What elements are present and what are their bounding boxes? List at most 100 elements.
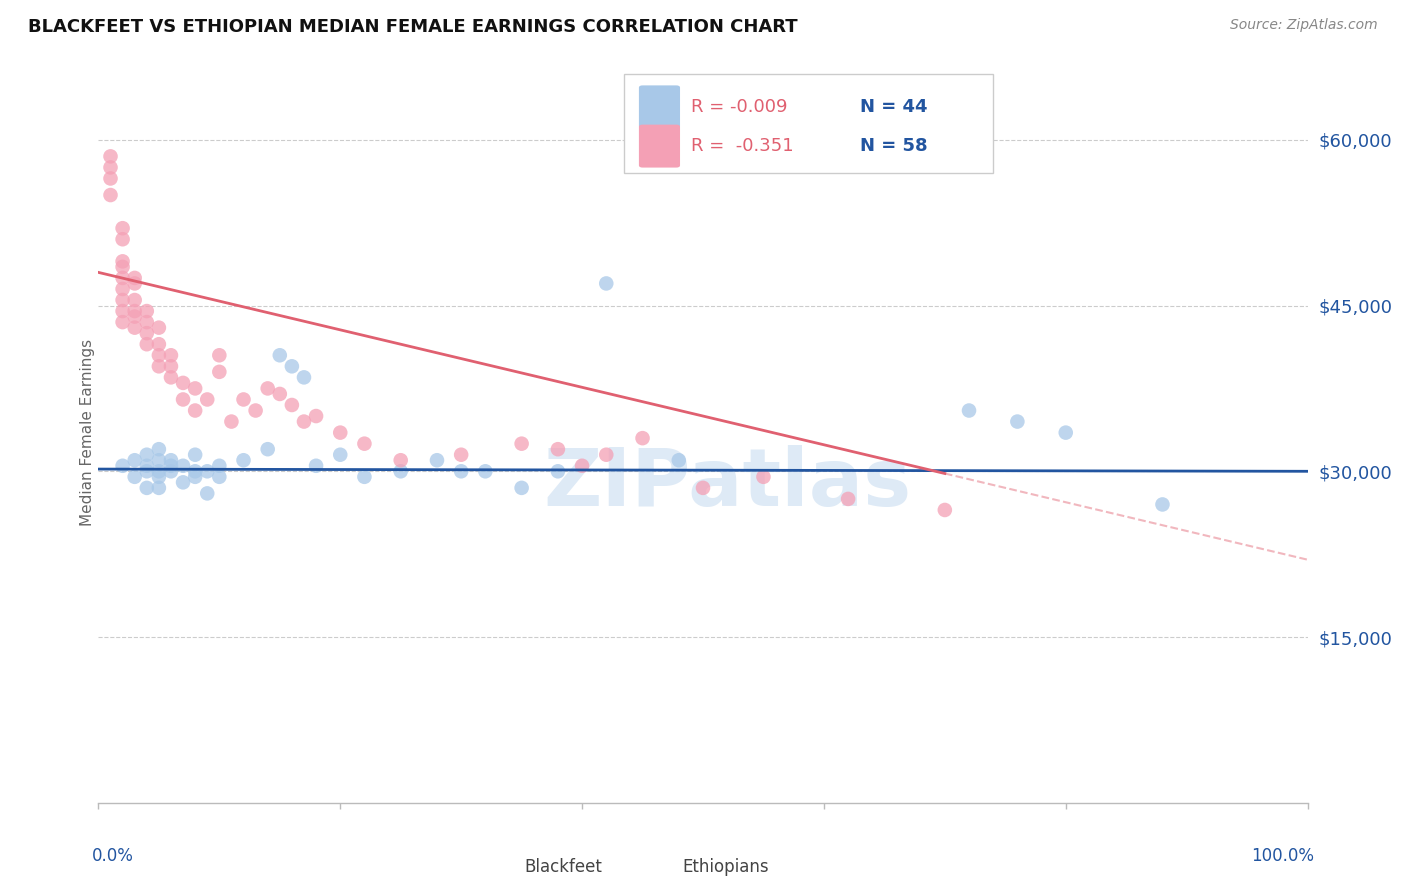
Point — [160, 453, 183, 467]
FancyBboxPatch shape — [633, 853, 676, 883]
Point — [208, 458, 231, 473]
Point — [184, 403, 207, 417]
Point — [208, 348, 231, 362]
Point — [111, 260, 134, 274]
Point — [172, 376, 194, 390]
Point — [232, 453, 254, 467]
Text: BLACKFEET VS ETHIOPIAN MEDIAN FEMALE EARNINGS CORRELATION CHART: BLACKFEET VS ETHIOPIAN MEDIAN FEMALE EAR… — [28, 18, 797, 36]
Point — [547, 464, 569, 478]
Point — [148, 453, 170, 467]
Point — [135, 326, 157, 341]
Point — [148, 470, 170, 484]
Point — [245, 403, 267, 417]
Point — [305, 458, 328, 473]
Point — [124, 453, 146, 467]
Point — [111, 271, 134, 285]
Text: 0.0%: 0.0% — [93, 847, 134, 865]
Point — [172, 392, 194, 407]
Point — [269, 387, 291, 401]
Point — [124, 320, 146, 334]
Point — [160, 359, 183, 374]
Point — [135, 448, 157, 462]
Point — [571, 458, 593, 473]
Point — [221, 415, 243, 429]
Point — [281, 359, 304, 374]
Point — [172, 458, 194, 473]
FancyBboxPatch shape — [624, 73, 993, 173]
Point — [934, 503, 956, 517]
Point — [1152, 498, 1174, 512]
Point — [269, 348, 291, 362]
Text: N = 44: N = 44 — [860, 98, 928, 116]
Point — [111, 282, 134, 296]
Point — [195, 392, 218, 407]
Point — [389, 464, 412, 478]
Point — [135, 458, 157, 473]
FancyBboxPatch shape — [638, 86, 681, 128]
Point — [111, 254, 134, 268]
Point — [353, 470, 375, 484]
Point — [692, 481, 714, 495]
Point — [111, 458, 134, 473]
Point — [752, 470, 775, 484]
Point — [195, 464, 218, 478]
Point — [389, 453, 412, 467]
Point — [1054, 425, 1077, 440]
Point — [256, 442, 278, 457]
Point — [510, 436, 533, 450]
Point — [124, 271, 146, 285]
Point — [547, 442, 569, 457]
Point — [281, 398, 304, 412]
Point — [148, 320, 170, 334]
Point — [148, 348, 170, 362]
Point — [160, 458, 183, 473]
Text: Ethiopians: Ethiopians — [682, 858, 769, 876]
Point — [100, 188, 122, 202]
Point — [124, 293, 146, 307]
Point — [353, 436, 375, 450]
Point — [426, 453, 449, 467]
Point — [124, 310, 146, 324]
Point — [329, 448, 352, 462]
Point — [668, 453, 690, 467]
Y-axis label: Median Female Earnings: Median Female Earnings — [80, 339, 94, 526]
Point — [135, 481, 157, 495]
Point — [1007, 415, 1029, 429]
Point — [184, 381, 207, 395]
FancyBboxPatch shape — [638, 125, 681, 168]
Point — [450, 448, 472, 462]
Point — [148, 337, 170, 351]
Point — [329, 425, 352, 440]
Point — [148, 464, 170, 478]
Point — [124, 277, 146, 291]
Point — [100, 149, 122, 163]
Point — [124, 470, 146, 484]
Point — [450, 464, 472, 478]
Point — [195, 486, 218, 500]
Point — [208, 365, 231, 379]
Text: Blackfeet: Blackfeet — [524, 858, 602, 876]
Point — [148, 481, 170, 495]
Point — [148, 442, 170, 457]
Point — [957, 403, 980, 417]
Point — [172, 475, 194, 490]
Point — [595, 277, 617, 291]
Point — [135, 337, 157, 351]
Text: N = 58: N = 58 — [860, 137, 928, 155]
Point — [111, 232, 134, 246]
Point — [184, 470, 207, 484]
Point — [111, 293, 134, 307]
Point — [148, 359, 170, 374]
Point — [292, 370, 315, 384]
Point — [111, 304, 134, 318]
Point — [111, 221, 134, 235]
Text: ZIPatlas: ZIPatlas — [543, 445, 911, 524]
Point — [474, 464, 496, 478]
Point — [256, 381, 278, 395]
Point — [160, 464, 183, 478]
FancyBboxPatch shape — [475, 853, 519, 883]
Point — [232, 392, 254, 407]
Point — [100, 161, 122, 175]
Point — [160, 348, 183, 362]
Point — [184, 464, 207, 478]
